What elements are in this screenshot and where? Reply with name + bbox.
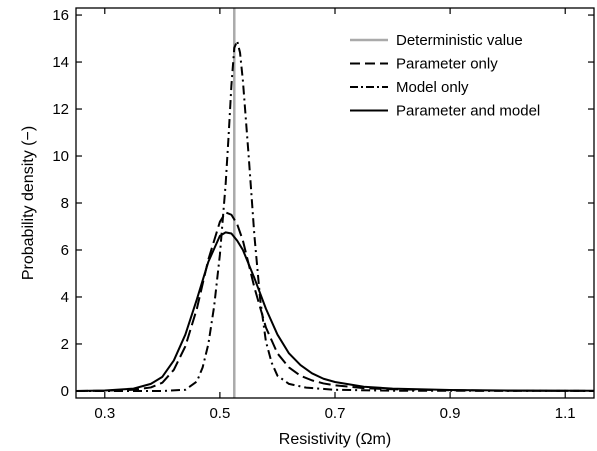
y-tick-label: 16 <box>52 7 69 24</box>
y-tick-label: 14 <box>52 54 69 71</box>
y-tick-label: 10 <box>52 148 69 165</box>
x-tick-label: 0.3 <box>94 405 115 422</box>
series-line-parameter-and-model <box>76 231 594 392</box>
legend-label-parameter-and-model: Parameter and model <box>396 103 540 120</box>
x-tick-label: 1.1 <box>555 405 576 422</box>
axes-layer: 0.3 0.5 0.7 0.9 1.1 0 2 4 6 8 10 12 14 16 <box>52 7 595 422</box>
y-tick-label: 6 <box>61 242 69 259</box>
legend: Deterministic value Parameter only Model o… <box>350 32 540 120</box>
x-tick-label: 0.7 <box>325 405 346 422</box>
x-axis-label: Resistivity (Ωm) <box>279 431 391 448</box>
x-tick-label: 0.9 <box>440 405 461 422</box>
x-tick-label: 0.5 <box>209 405 230 422</box>
y-tick-label: 8 <box>61 195 69 212</box>
legend-label-model-only: Model only <box>396 79 469 96</box>
y-tick-label: 4 <box>61 289 69 306</box>
legend-label-deterministic-value: Deterministic value <box>396 32 523 49</box>
y-axis-label: Probability density (−) <box>20 126 37 280</box>
series-line-model-only <box>76 39 594 392</box>
y-tick-label: 0 <box>61 383 69 400</box>
series-layer <box>76 8 594 398</box>
y-tick-label: 2 <box>61 336 69 353</box>
plot-frame <box>75 7 595 399</box>
legend-label-parameter-only: Parameter only <box>396 56 498 73</box>
series-line-parameter-only <box>76 211 594 392</box>
y-tick-label: 12 <box>52 101 69 118</box>
